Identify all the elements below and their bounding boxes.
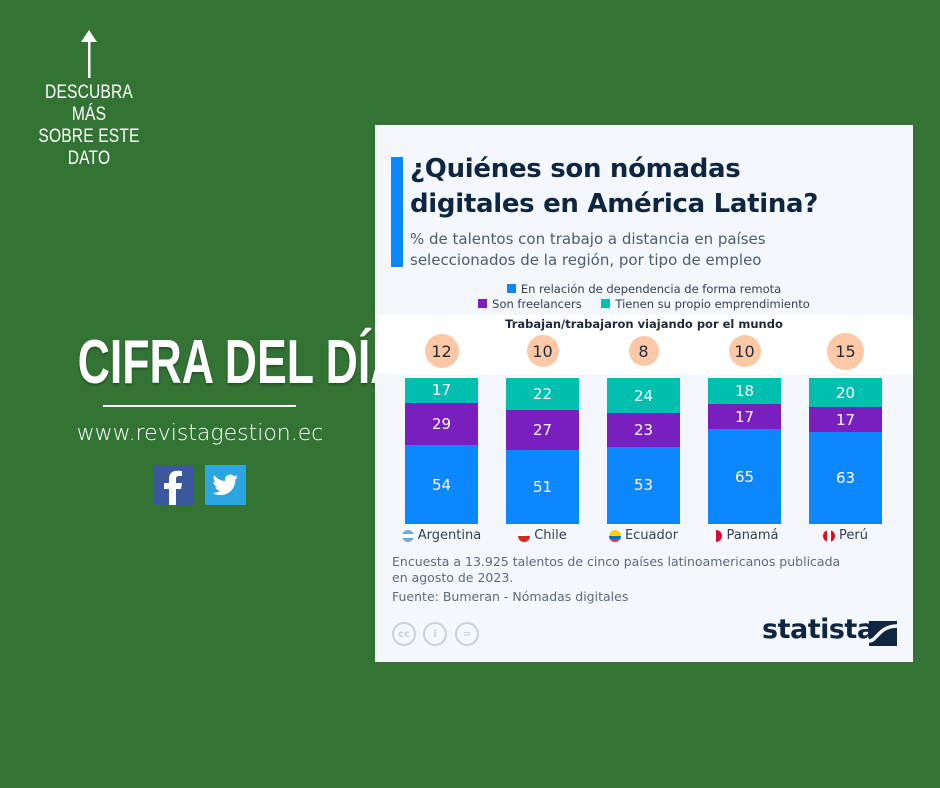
data-label: 20: [835, 383, 856, 402]
category-name: Chile: [534, 528, 567, 543]
data-label: 24: [633, 386, 654, 405]
legend-item: Son freelancers: [478, 297, 582, 311]
arrow-up-icon: [81, 30, 97, 78]
bar-segment: 29: [405, 402, 478, 446]
data-label: 22: [532, 385, 553, 404]
discover-line: DESCUBRA MÁS: [45, 82, 133, 125]
attribution-glyph: i: [433, 628, 437, 640]
chart-subtitle-line: % de talentos con trabajo a distancia en…: [410, 230, 766, 248]
data-label: 51: [532, 477, 553, 496]
chart-title: ¿Quiénes son nómadas digitales en Améric…: [410, 152, 900, 222]
bar-segment: 27: [506, 410, 579, 450]
cc-glyph: cc: [398, 628, 410, 640]
chart-source: Fuente: Bumeran - Nómadas digitales: [392, 589, 629, 604]
travel-bubble: 10: [526, 335, 559, 367]
travel-value: 10: [734, 341, 755, 361]
chart-title-line: digitales en América Latina?: [410, 189, 819, 219]
legend-swatch: [506, 284, 516, 293]
flag-icon: [608, 529, 621, 542]
discover-more-text[interactable]: DESCUBRA MÁS SOBRE ESTE DATO: [28, 82, 149, 170]
data-label: 17: [835, 410, 856, 429]
twitter-icon[interactable]: [205, 465, 246, 505]
legend-label: En relación de dependencia de forma remo…: [520, 282, 782, 296]
bar-segment: 18: [708, 378, 781, 405]
headline: CIFRA DEL DÍA: [77, 328, 403, 397]
discover-line: SOBRE ESTE: [38, 126, 140, 147]
data-label: 63: [835, 469, 856, 487]
category-name: Ecuador: [624, 528, 679, 543]
chart-note-line: en agosto de 2023.: [392, 570, 514, 585]
travel-bubble: 10: [728, 335, 761, 367]
category-label: Argentina: [392, 528, 492, 543]
legend-label: Son freelancers: [492, 297, 582, 311]
bar-segment: 63: [809, 432, 882, 524]
statista-logo-text[interactable]: statista: [762, 614, 875, 645]
bar-segment: 22: [506, 378, 579, 411]
data-label: 27: [532, 420, 553, 439]
travel-value: 12: [431, 341, 452, 361]
chart-title-line: ¿Quiénes son nómadas: [410, 154, 741, 184]
category-label: Ecuador: [594, 528, 694, 543]
data-label: 65: [734, 467, 755, 486]
category-label: Panamá: [695, 528, 795, 543]
flag-icon: [401, 529, 414, 542]
bar-segment: 65: [708, 429, 781, 524]
no-derivatives-icon[interactable]: =: [455, 622, 479, 646]
website-link[interactable]: www.revistagestion.ec: [76, 421, 324, 446]
data-label: 29: [431, 414, 452, 433]
data-label: 17: [431, 381, 452, 400]
category-name: Argentina: [417, 528, 482, 543]
category-label: Chile: [493, 528, 593, 543]
legend-item: En relación de dependencia de forma remo…: [506, 282, 782, 296]
data-label: 18: [734, 382, 755, 401]
travel-value: 8: [638, 341, 649, 361]
flag-icon: [823, 529, 836, 542]
travel-bubble: 8: [628, 336, 659, 366]
chart-note-line: Encuesta a 13.925 talentos de cinco país…: [392, 554, 841, 569]
legend-item: Tienen su propio emprendimiento: [601, 297, 810, 311]
travel-value: 10: [532, 341, 553, 361]
bar-segment: 51: [506, 449, 579, 524]
category-name: Panamá: [726, 528, 779, 543]
category-name: Perú: [839, 528, 868, 543]
travel-bubble: 12: [424, 334, 459, 368]
chart-subtitle-line: seleccionados de la región, por tipo de …: [410, 251, 762, 269]
chart-subtitle: % de talentos con trabajo a distancia en…: [410, 229, 900, 271]
data-label: 53: [633, 476, 654, 495]
bar-segment: 20: [809, 378, 882, 408]
legend-swatch: [478, 299, 488, 308]
bar-segment: 53: [607, 446, 680, 524]
bar-segment: 17: [809, 407, 882, 432]
discover-line: DATO: [67, 148, 111, 169]
bar-segment: 17: [708, 404, 781, 430]
travel-bubble: 15: [827, 332, 864, 370]
attribution-icon[interactable]: i: [423, 622, 447, 646]
title-accent-bar: [391, 157, 403, 267]
category-label: Perú: [796, 528, 896, 543]
data-label: 54: [431, 475, 452, 494]
flag-icon: [710, 529, 723, 542]
data-label: 23: [633, 420, 654, 439]
data-label: 17: [734, 407, 755, 426]
cc-icon[interactable]: cc: [392, 622, 416, 646]
facebook-icon[interactable]: [154, 465, 194, 505]
bar-segment: 23: [607, 413, 680, 447]
divider: [103, 405, 296, 407]
bar-segment: 17: [405, 378, 478, 403]
travel-value: 15: [835, 341, 856, 361]
flag-icon: [518, 529, 531, 542]
legend-row-1: En relación de dependencia de forma remo…: [375, 282, 913, 296]
bar-segment: 54: [405, 445, 478, 524]
statista-card: ¿Quiénes son nómadas digitales en Améric…: [375, 125, 913, 662]
legend-swatch: [601, 299, 611, 308]
legend-row-2: Son freelancers Tienen su propio emprend…: [375, 297, 913, 311]
travel-row-label: Trabajan/trabajaron viajando por el mund…: [505, 317, 783, 331]
bar-segment: 24: [607, 378, 680, 414]
legend-label: Tienen su propio emprendimiento: [615, 297, 810, 311]
statista-logo-icon: [869, 621, 897, 646]
no-derivatives-glyph: =: [462, 628, 472, 640]
chart-note: Encuesta a 13.925 talentos de cinco país…: [392, 554, 892, 586]
